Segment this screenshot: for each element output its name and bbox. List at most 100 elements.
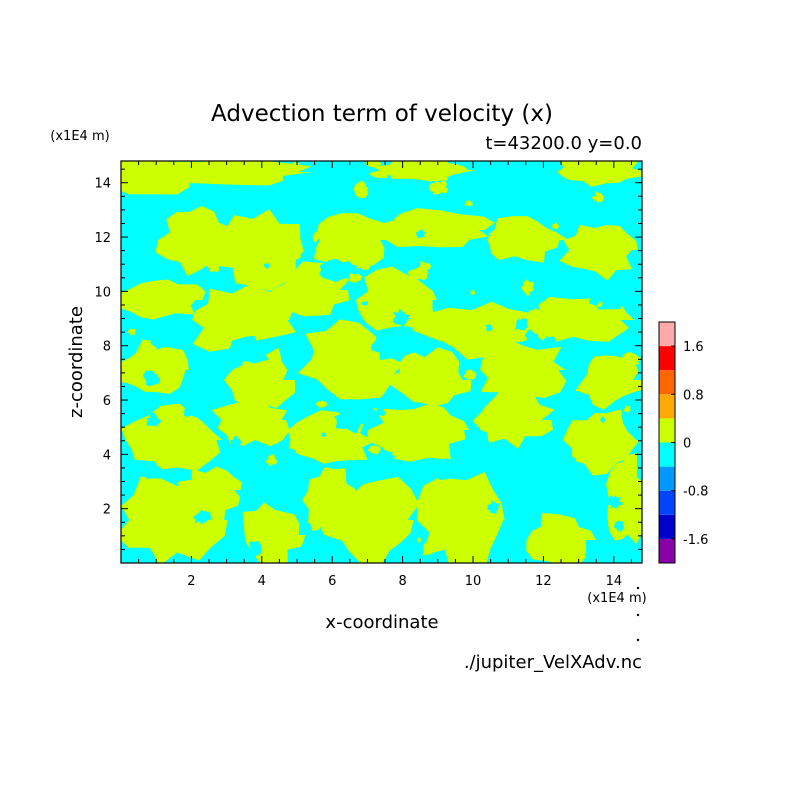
field-region bbox=[466, 275, 531, 303]
y-tick-label: 2 bbox=[103, 503, 111, 518]
x-axis-label: x-coordinate bbox=[325, 612, 438, 633]
field-region bbox=[353, 180, 369, 198]
field-region bbox=[541, 448, 582, 484]
field-region bbox=[265, 454, 278, 466]
field-region bbox=[297, 319, 411, 400]
colorbar-label: -0.8 bbox=[683, 485, 708, 500]
field-region bbox=[121, 279, 206, 320]
colorbar: 1.6 0.8 0 -0.8 -1.6 bbox=[658, 321, 708, 564]
field-region bbox=[556, 161, 642, 187]
colorbar-segment bbox=[659, 418, 675, 443]
field-region bbox=[350, 311, 358, 319]
colorbar-label: -1.6 bbox=[683, 533, 708, 548]
field-region bbox=[207, 263, 213, 269]
y-tick-label: 8 bbox=[103, 340, 111, 355]
field-region bbox=[311, 505, 317, 510]
field-region bbox=[371, 330, 423, 362]
y-axis: 2 4 6 8 10 12 14 bbox=[94, 168, 642, 550]
colorbar-segment bbox=[659, 394, 675, 419]
field-region bbox=[526, 513, 597, 563]
field-region bbox=[386, 174, 392, 181]
field-region bbox=[361, 260, 371, 271]
field-region bbox=[156, 204, 169, 217]
source-file-label: ./jupiter_VelXAdv.nc bbox=[464, 652, 642, 673]
field-region bbox=[392, 308, 412, 329]
field-region bbox=[632, 200, 639, 209]
colorbar-segment bbox=[659, 466, 675, 491]
colorbar-segment bbox=[659, 538, 675, 563]
field-region bbox=[312, 231, 321, 243]
y-axis-label: z-coordinate bbox=[66, 306, 87, 418]
y-tick-label: 10 bbox=[94, 285, 111, 300]
field-region bbox=[613, 520, 625, 533]
colorbar-segment bbox=[659, 346, 675, 371]
field-region bbox=[272, 229, 284, 242]
field-region bbox=[497, 315, 517, 333]
field-region bbox=[589, 288, 598, 298]
field-region bbox=[375, 406, 386, 417]
field-region bbox=[270, 251, 288, 264]
field-region bbox=[415, 229, 427, 238]
field-region bbox=[470, 289, 476, 296]
field-region bbox=[121, 403, 223, 471]
x-tick-label: 14 bbox=[606, 574, 623, 589]
field-region bbox=[597, 301, 603, 308]
field-region bbox=[480, 341, 567, 400]
field-region bbox=[227, 335, 270, 364]
field-region bbox=[447, 173, 465, 186]
field-region bbox=[524, 329, 539, 347]
field-region bbox=[575, 355, 642, 410]
y-tick-label: 12 bbox=[94, 231, 111, 246]
field-region bbox=[158, 356, 164, 361]
field-region bbox=[177, 466, 242, 513]
field-region bbox=[367, 445, 381, 456]
field-region bbox=[237, 255, 259, 268]
x-tick-label: 12 bbox=[535, 574, 552, 589]
field-region bbox=[585, 476, 598, 485]
field-region bbox=[142, 370, 161, 387]
field-region bbox=[510, 161, 530, 177]
x-tick-label: 8 bbox=[398, 574, 406, 589]
field-region bbox=[306, 247, 317, 256]
field-region bbox=[313, 213, 396, 271]
colorbar-segment bbox=[659, 370, 675, 395]
x-tick-label: 4 bbox=[258, 574, 266, 589]
field-region bbox=[556, 452, 563, 460]
field-region bbox=[192, 283, 296, 352]
field-region bbox=[551, 222, 559, 230]
field-region bbox=[247, 540, 262, 558]
field-region bbox=[223, 347, 295, 414]
colorbar-segment bbox=[659, 490, 675, 515]
field-region bbox=[591, 191, 605, 204]
field-region bbox=[367, 404, 470, 462]
field-region bbox=[416, 472, 505, 563]
field-region bbox=[430, 458, 470, 481]
field-region bbox=[361, 301, 369, 306]
field-region bbox=[377, 208, 495, 248]
field-region bbox=[551, 332, 560, 338]
heatmap-field bbox=[121, 161, 642, 563]
field-region bbox=[485, 323, 493, 333]
plot-frame bbox=[120, 160, 643, 564]
x-tick-label: 10 bbox=[465, 574, 482, 589]
positive-regions bbox=[121, 161, 642, 563]
field-region bbox=[559, 224, 639, 281]
field-region bbox=[258, 443, 305, 477]
field-region bbox=[200, 359, 212, 369]
field-region bbox=[342, 411, 363, 433]
field-region bbox=[618, 352, 641, 370]
field-region bbox=[187, 199, 196, 206]
marker-dot bbox=[636, 638, 640, 642]
field-region bbox=[521, 278, 535, 296]
field-region bbox=[152, 161, 312, 186]
field-region bbox=[365, 161, 382, 168]
colorbar-label: 0.8 bbox=[683, 388, 704, 403]
y-tick-label: 4 bbox=[103, 448, 111, 463]
field-region bbox=[336, 502, 356, 522]
field-region bbox=[211, 391, 290, 447]
field-region bbox=[271, 501, 283, 511]
field-region bbox=[169, 405, 180, 413]
field-region bbox=[606, 494, 623, 510]
field-region bbox=[325, 515, 335, 526]
